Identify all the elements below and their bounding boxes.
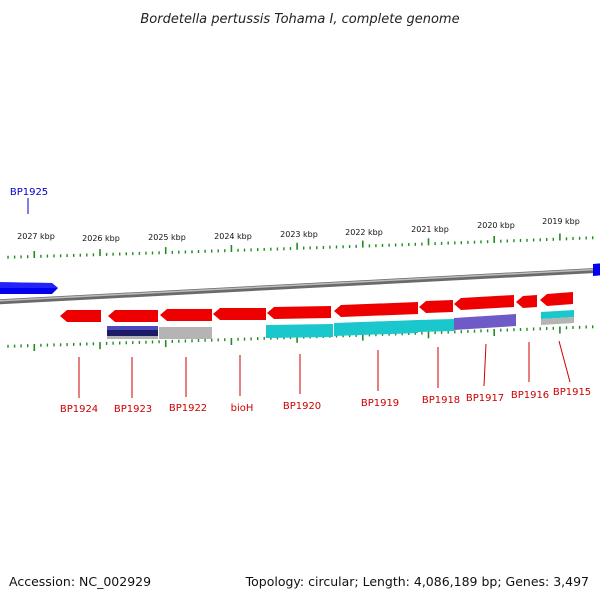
gene-arrow[interactable] [419, 300, 453, 313]
scale-tick-rows [7, 233, 594, 351]
gene-label-leader [483, 343, 487, 387]
domain-band [159, 327, 212, 339]
gene-label[interactable]: BP1924 [60, 404, 98, 415]
domain-band [454, 314, 516, 330]
map-title: Bordetella pertussis Tohama I, complete … [140, 12, 459, 27]
domain-band [541, 317, 574, 325]
kbp-label: 2025 kbp [148, 233, 186, 242]
gene-BP1915[interactable]: BP1915 [540, 292, 591, 398]
gene-arrow[interactable] [213, 308, 266, 320]
kbp-label: 2023 kbp [280, 230, 318, 239]
gene-arrow[interactable] [516, 295, 537, 308]
gene-label[interactable]: BP1915 [553, 387, 591, 398]
domain-band [107, 326, 158, 330]
gene-BP1916[interactable]: BP1916 [511, 295, 549, 401]
gene-label-leader [558, 340, 571, 383]
genome-backbone-highlight [0, 268, 600, 302]
domain-band [418, 319, 454, 332]
kbp-label: 2022 kbp [345, 228, 383, 237]
gene-label[interactable]: BP1917 [466, 393, 504, 404]
kbp-label: 2024 kbp [214, 232, 252, 241]
gene-BP1920[interactable]: BP1920 [266, 306, 333, 412]
kbp-label: 2027 kbp [17, 232, 55, 241]
accession-text: Accession: NC_002929 [9, 574, 151, 589]
gene-BP1918[interactable]: BP1918 [418, 300, 460, 406]
gene-label[interactable]: BP1922 [169, 403, 207, 414]
gene-label[interactable]: BP1919 [361, 398, 399, 409]
gene-label[interactable]: bioH [231, 403, 254, 414]
gene-arrow[interactable] [108, 310, 158, 322]
kbp-labels: 2027 kbp 2026 kbp 2025 kbp 2024 kbp 2023… [17, 217, 580, 243]
gene-label[interactable]: BP1920 [283, 401, 321, 412]
domain-band [266, 324, 333, 338]
gene-BP1917[interactable]: BP1917 [454, 295, 516, 404]
gene-BP1922[interactable]: BP1922 [159, 309, 212, 414]
genome-summary-text: Topology: circular; Length: 4,086,189 bp… [245, 574, 589, 589]
gene-BP1923[interactable]: BP1923 [107, 310, 158, 415]
gene-BP1925[interactable]: BP1925 [0, 187, 58, 294]
gene-label[interactable]: BP1916 [511, 390, 549, 401]
gene-label[interactable]: BP1923 [114, 404, 152, 415]
domain-band [334, 320, 418, 336]
domain-band [107, 336, 158, 339]
gene-arrow[interactable] [334, 302, 418, 317]
gene-arrow[interactable] [160, 309, 212, 321]
gene-BP1924[interactable]: BP1924 [60, 310, 101, 415]
kbp-label: 2020 kbp [477, 221, 515, 230]
gene-arrow[interactable] [60, 310, 101, 322]
gene-BP1919[interactable]: BP1919 [334, 302, 418, 409]
kbp-label: 2019 kbp [542, 217, 580, 226]
kbp-label: 2026 kbp [82, 234, 120, 243]
domain-band [107, 330, 158, 336]
gene-arrow[interactable] [540, 292, 573, 306]
gene-label[interactable]: BP1918 [422, 395, 460, 406]
gene-arrow[interactable] [454, 295, 514, 310]
gene-arrow-offscreen[interactable] [593, 263, 600, 276]
gene-label[interactable]: BP1925 [10, 187, 48, 198]
domain-band [541, 310, 574, 319]
gene-bioH[interactable]: bioH [213, 308, 266, 414]
gene-arrow[interactable] [267, 306, 331, 319]
kbp-label: 2021 kbp [411, 225, 449, 234]
gene-arrow-shine [0, 282, 58, 288]
